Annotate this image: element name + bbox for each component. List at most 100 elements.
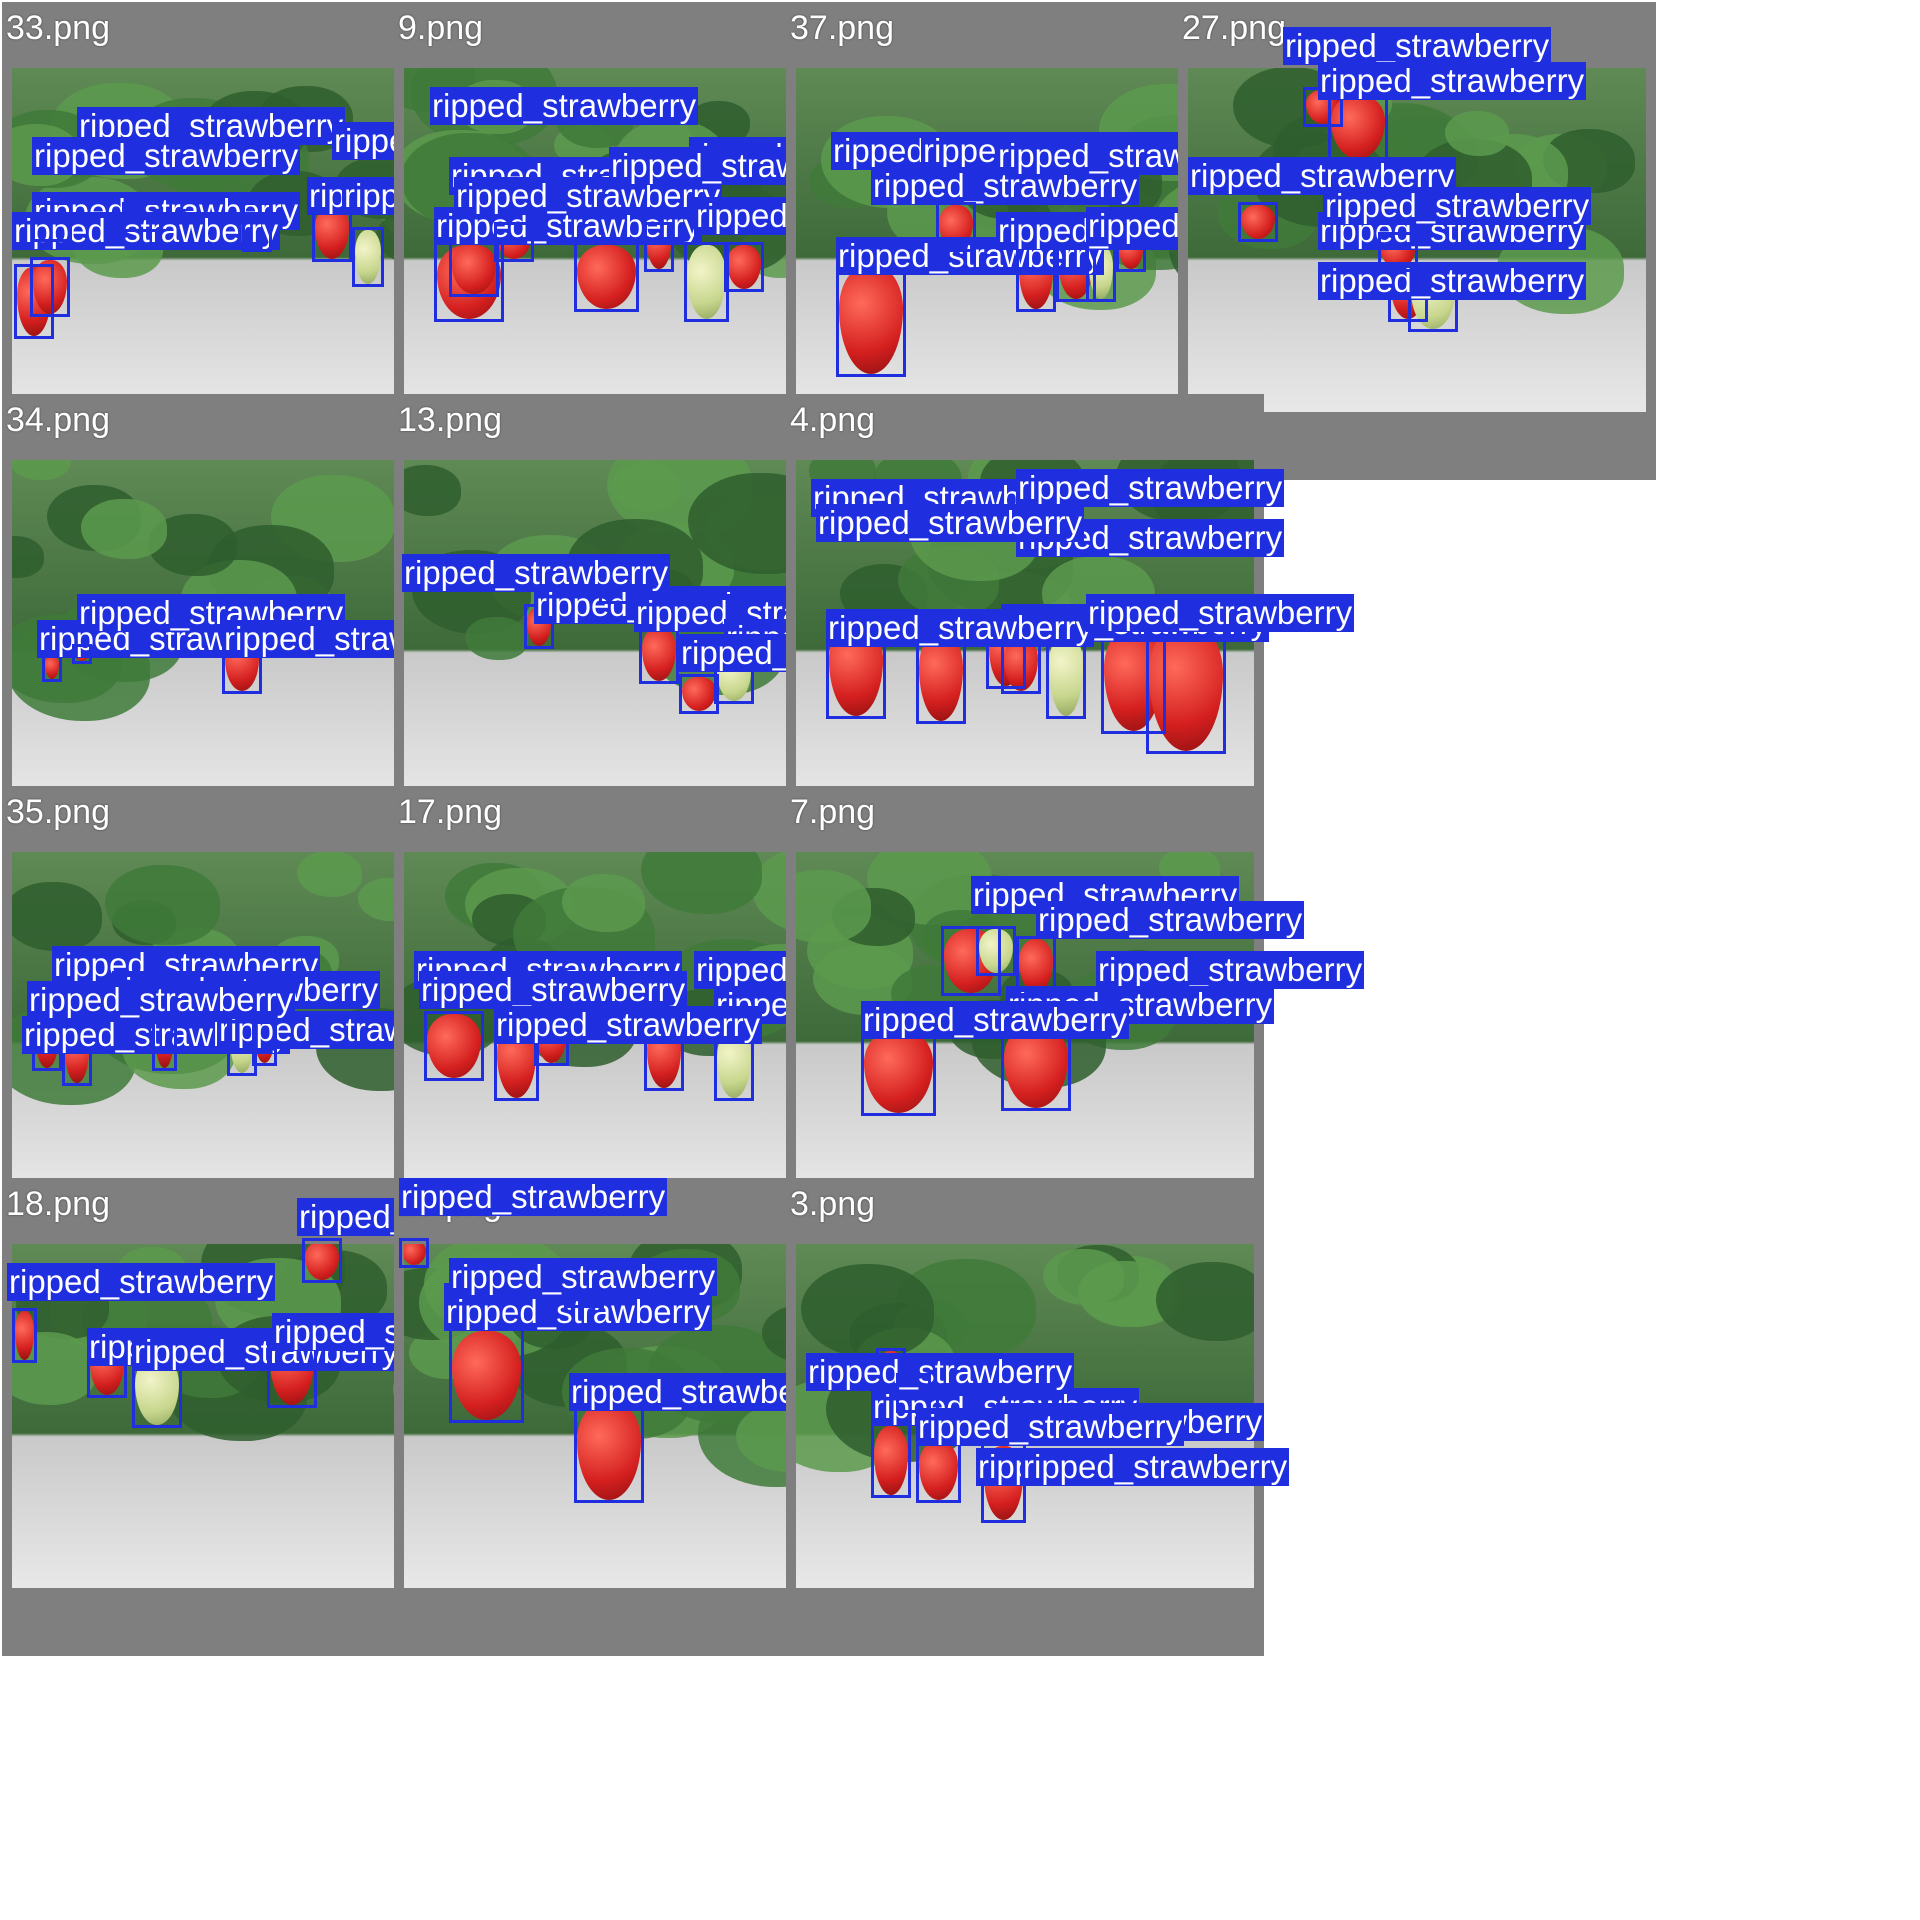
bounding-box [352,227,384,287]
leaf [611,463,682,513]
detection-label: ripped_strawberry [1086,594,1355,632]
strawberry [1149,622,1223,751]
bounding-box [494,222,534,262]
detection-label: ripped_strawberry [806,1353,1075,1391]
file-name: 34.png [6,401,110,439]
bounding-box [12,1308,37,1363]
image-tile: 18.png ripped_strawberry ripped_strawberry… [2,1178,566,1656]
strawberry [305,1244,339,1280]
image-tile: 7.png ripped_strawberry ripped_strawberry r… [786,786,1365,1264]
strawberry [839,265,903,374]
bounding-box [1328,92,1388,162]
strawberry [355,230,381,284]
bounding-box [1086,242,1116,302]
detection-label: ripped_strawberry [916,1408,1185,1446]
leaf [800,1264,935,1358]
detection-label: ripped_strawberry [1036,901,1305,939]
file-name: 7.png [790,793,876,831]
strawberry [919,1441,958,1500]
detection-label: ripped_strawberry [1318,62,1587,100]
file-name: 3.png [790,1185,876,1223]
strawberry [979,929,1013,973]
bounding-box [861,1026,936,1116]
detection-label: ripped_strawberry [7,1263,276,1301]
file-name: 27.png [1182,9,1286,47]
strawberry [1019,939,1053,993]
bounding-box [14,264,54,339]
detection-label: ripped_strawberry [816,504,1085,542]
bounding-box [399,1238,429,1268]
bounding-box [574,1398,644,1503]
bounding-box [1378,232,1418,272]
detection-label: ripped_strawberry [419,971,688,1009]
detection-label: ripped_strawberry [1096,951,1365,989]
detection-label: ripped_strawberry [1323,187,1592,225]
leaf [796,869,872,944]
strawberry [577,1401,641,1500]
detection-label: ripped_strawberry [77,594,346,632]
strawberry [45,655,59,679]
leaf [105,864,221,946]
strawberry [727,245,761,289]
detection-label: ripped_strawberry [399,1178,668,1216]
leaf [1156,1262,1254,1341]
bounding-box [449,1328,524,1423]
detection-label: ripped_strawberry [402,554,671,592]
leaf [562,874,646,933]
strawberry [404,1244,426,1265]
image-tile: 3.png ripped_strawberry ripped_strawberry r… [786,1178,1290,1656]
strawberry [452,1331,521,1420]
image-tile: 27.png ripped_strawberry ripped_strawberry… [1178,2,1656,480]
detection-label: ripped_strawberry [27,981,296,1019]
bounding-box [916,1438,961,1503]
leaf [404,465,462,517]
bounding-box [574,242,639,312]
detection-label: ripped_strawberry [1016,469,1285,507]
detection-label: ripped_strawberry [32,137,301,175]
bounding-box [152,1011,177,1071]
bounding-box [941,926,1001,996]
detection-label: ripped_strawberry [826,609,1095,647]
bounding-box [252,1021,277,1066]
bounding-box [976,926,1016,976]
detection-label: ripped_strawberry [444,1293,713,1331]
leaf [12,460,71,481]
bounding-box [242,202,272,252]
detection-label: ripped_strawberry [494,1006,763,1044]
file-name: 13.png [398,401,502,439]
bounding-box [724,242,764,292]
file-name: 18.png [6,1185,110,1223]
leaf [641,852,763,915]
leaf [81,499,167,559]
leaf [12,881,103,952]
bounding-box [72,644,92,664]
strawberry [874,1426,908,1495]
bounding-box [449,242,499,297]
strawberry [577,245,636,309]
bounding-box [122,202,162,232]
strawberry [427,1014,481,1078]
file-name: 4.png [790,401,876,439]
file-name: 35.png [6,793,110,831]
bounding-box [30,257,70,317]
bounding-box [302,1238,342,1283]
bounding-box [1146,619,1226,754]
leaf [297,852,363,898]
strawberry [452,245,496,294]
strawberry [33,260,67,314]
detection-label: ripped_strawberry [1021,1448,1290,1486]
leaf [1043,1249,1124,1306]
bounding-box [684,242,729,322]
bounding-box [896,1373,931,1413]
strawberry [682,677,716,711]
bounding-box [836,262,906,377]
bounding-box [639,624,679,684]
bounding-box [679,674,719,714]
detection-label: ripped_strawberry [1318,262,1587,300]
strawberry [687,245,726,319]
bounding-box [936,202,976,252]
bounding-box [32,202,72,242]
bounding-box [424,1011,484,1081]
strawberry [15,1311,34,1360]
